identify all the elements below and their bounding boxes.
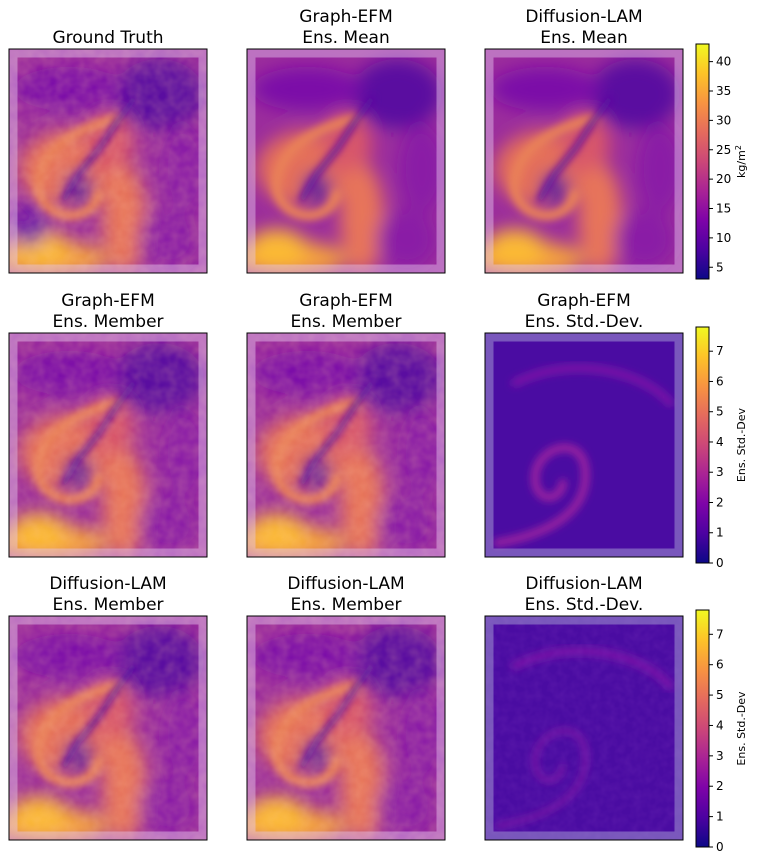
field-texture [9, 616, 207, 840]
boundary-frame [9, 616, 207, 840]
field-texture [9, 333, 207, 557]
colorbar-gradient [695, 609, 710, 848]
boundary-frame [485, 333, 683, 557]
spiral-band [271, 114, 362, 221]
panel-border [484, 332, 684, 558]
colorbar-0: 5 10 15 20 25 30 35 40 kg/m2 [695, 43, 748, 280]
field-texture [247, 333, 445, 557]
panel-title-line: Ens. Mean [540, 28, 628, 48]
colorbar-tick-label: 0 [716, 840, 724, 854]
panel-border [246, 615, 446, 841]
panel-border [8, 615, 208, 841]
panel-title-line: Graph-EFM [299, 291, 392, 311]
colorbar-tick-label: 0 [716, 556, 724, 570]
colorbar-tick-label: 4 [716, 435, 724, 449]
field-blobs [247, 59, 445, 273]
spiral-band [509, 114, 600, 221]
std-texture [485, 616, 683, 840]
colorbar-tick-label: 6 [716, 374, 724, 388]
colorbar-2: 0 1 2 3 4 5 6 7 Ens. Std.-Dev [695, 609, 748, 854]
colorbar-tick-label: 7 [716, 344, 724, 358]
panel-title-line: Ens. Member [290, 312, 401, 332]
panel-0-0: Ground Truth [8, 28, 208, 274]
panel-title-line: Diffusion-LAM [525, 574, 642, 594]
colorbar-label: Ens. Std.-Dev [735, 407, 748, 482]
mountain-streak [299, 96, 375, 202]
colorbar-1: 0 1 2 3 4 5 6 7 Ens. Std.-Dev [695, 326, 748, 570]
panel-title-line: Ens. Std.-Dev. [525, 312, 644, 332]
panel-title-line: Ens. Std.-Dev. [525, 595, 644, 615]
panel-border [8, 48, 208, 274]
panel-border [484, 48, 684, 274]
colorbar-tick-label: 2 [716, 495, 724, 509]
colorbar-label: kg/m2 [734, 145, 748, 178]
panel-border [246, 48, 446, 274]
panel-title-line: Graph-EFM [299, 7, 392, 27]
panel-border [8, 332, 208, 558]
colorbar-tick-label: 4 [716, 718, 724, 732]
mountain-streak [537, 96, 613, 202]
panel-title-line: Graph-EFM [61, 291, 154, 311]
colorbar-tick-label: 15 [716, 202, 731, 216]
panel-title-line: Ground Truth [52, 28, 163, 48]
panel-title-line: Diffusion-LAM [49, 574, 166, 594]
field-blobs [485, 59, 683, 273]
colorbar-tick-label: 25 [716, 143, 731, 157]
colorbar-tick-label: 5 [716, 260, 724, 274]
colorbar-label: Ens. Std.-Dev [735, 691, 748, 766]
colorbar-tick-label: 1 [716, 526, 724, 540]
colorbar-tick-label: 40 [716, 55, 731, 69]
boundary-frame [485, 616, 683, 840]
boundary-frame [9, 49, 207, 273]
panel-border [246, 332, 446, 558]
colorbar-tick-label: 10 [716, 231, 731, 245]
colorbar-tick-label: 6 [716, 658, 724, 672]
panel-title-line: Graph-EFM [537, 291, 630, 311]
field-texture [9, 49, 207, 273]
colorbar-tick-label: 3 [716, 465, 724, 479]
colorbar-gradient [695, 43, 710, 280]
panel-title-line: Diffusion-LAM [287, 574, 404, 594]
panel-title-line: Ens. Member [290, 595, 401, 615]
colorbar-tick-label: 35 [716, 84, 731, 98]
boundary-frame [485, 49, 683, 273]
colorbar-tick-label: 5 [716, 405, 724, 419]
panel-title-line: Diffusion-LAM [525, 7, 642, 27]
std-arc [511, 364, 674, 407]
panel-border [484, 615, 684, 841]
colorbar-tick-label: 1 [716, 810, 724, 824]
colorbar-tick-label: 3 [716, 749, 724, 763]
colorbar-tick-label: 7 [716, 627, 724, 641]
boundary-frame [9, 333, 207, 557]
colorbar-tick-label: 5 [716, 688, 724, 702]
panel-title-line: Ens. Member [52, 312, 163, 332]
panel-title-line: Ens. Mean [302, 28, 390, 48]
boundary-frame [247, 616, 445, 840]
colorbar-gradient [695, 326, 710, 564]
colorbar-tick-label: 20 [716, 172, 731, 186]
boundary-frame [247, 49, 445, 273]
colorbar-tick-label: 30 [716, 113, 731, 127]
boundary-frame [247, 333, 445, 557]
panel-title-line: Ens. Member [52, 595, 163, 615]
field-texture [247, 616, 445, 840]
std-spiral [493, 443, 590, 547]
colorbar-tick-label: 2 [716, 779, 724, 793]
